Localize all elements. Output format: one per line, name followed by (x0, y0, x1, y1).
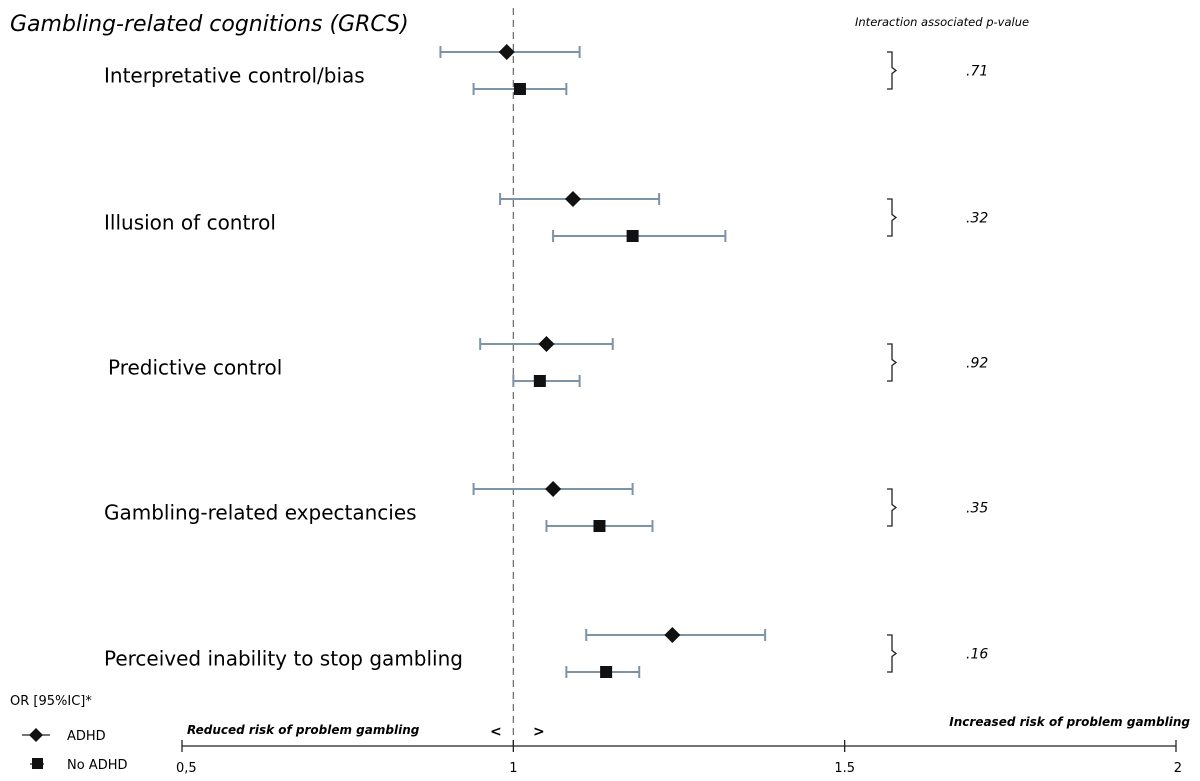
forest-row: Illusion of control .32 (104, 191, 988, 242)
forest-row: Interpretative control/bias .71 (104, 44, 988, 95)
p-value: .32 (966, 211, 988, 227)
legend-diamond-icon (29, 728, 43, 742)
legend-square-icon (32, 758, 43, 769)
pvalue-header: Interaction associated p-value (855, 15, 1029, 29)
forest-row: Predictive control .92 (108, 336, 988, 387)
reduced-risk-annotation: Reduced risk of problem gambling (187, 723, 420, 737)
p-value: .71 (966, 64, 988, 80)
pvalue-bracket (887, 488, 898, 527)
legend-adhd-label: ADHD (67, 729, 106, 744)
adhd-diamond-point (564, 191, 581, 207)
pvalue-bracket (887, 198, 898, 237)
p-value: .16 (966, 647, 988, 663)
left-arrow-icon: < (490, 724, 502, 740)
row-label: Gambling-related expectancies (104, 501, 417, 525)
pvalue-bracket (887, 343, 898, 382)
adhd-diamond-point (664, 627, 681, 643)
row-label: Predictive control (108, 356, 282, 380)
pvalue-bracket (887, 634, 898, 673)
adhd-diamond-point (545, 481, 562, 497)
forest-row: Perceived inability to stop gambling .16 (104, 627, 988, 678)
right-arrow-icon: > (533, 724, 545, 740)
no-adhd-square-point (626, 230, 639, 242)
no-adhd-square-point (593, 520, 606, 532)
p-value: .92 (966, 356, 988, 372)
x-tick-label: 1.5 (834, 761, 855, 776)
x-tick-label: 0,5 (176, 761, 197, 776)
forest-row: Gambling-related expectancies .35 (104, 481, 988, 532)
pvalue-bracket (887, 51, 898, 90)
x-axis: 0,5 1 1.5 2 (176, 740, 1182, 776)
rows-layer: Interpretative control/bias .71 Illusion o… (104, 44, 988, 678)
p-value: .35 (966, 501, 988, 517)
adhd-diamond-point (498, 44, 515, 60)
row-label: Interpretative control/bias (104, 64, 365, 88)
legend-title: OR [95%IC]* (10, 694, 92, 709)
no-adhd-square-point (600, 666, 613, 678)
row-label: Perceived inability to stop gambling (104, 647, 463, 671)
no-adhd-square-point (533, 375, 546, 387)
increased-risk-annotation: Increased risk of problem gambling (949, 715, 1190, 729)
row-label: Illusion of control (104, 211, 276, 235)
no-adhd-square-point (513, 83, 526, 95)
chart-title: Gambling-related cognitions (GRCS) (10, 12, 409, 37)
x-tick-label: 1 (509, 761, 517, 776)
adhd-diamond-point (538, 336, 555, 352)
legend: OR [95%IC]* ADHD No ADHD (10, 694, 128, 773)
x-tick-label: 2 (1174, 761, 1182, 776)
legend-no-adhd-label: No ADHD (67, 758, 128, 773)
